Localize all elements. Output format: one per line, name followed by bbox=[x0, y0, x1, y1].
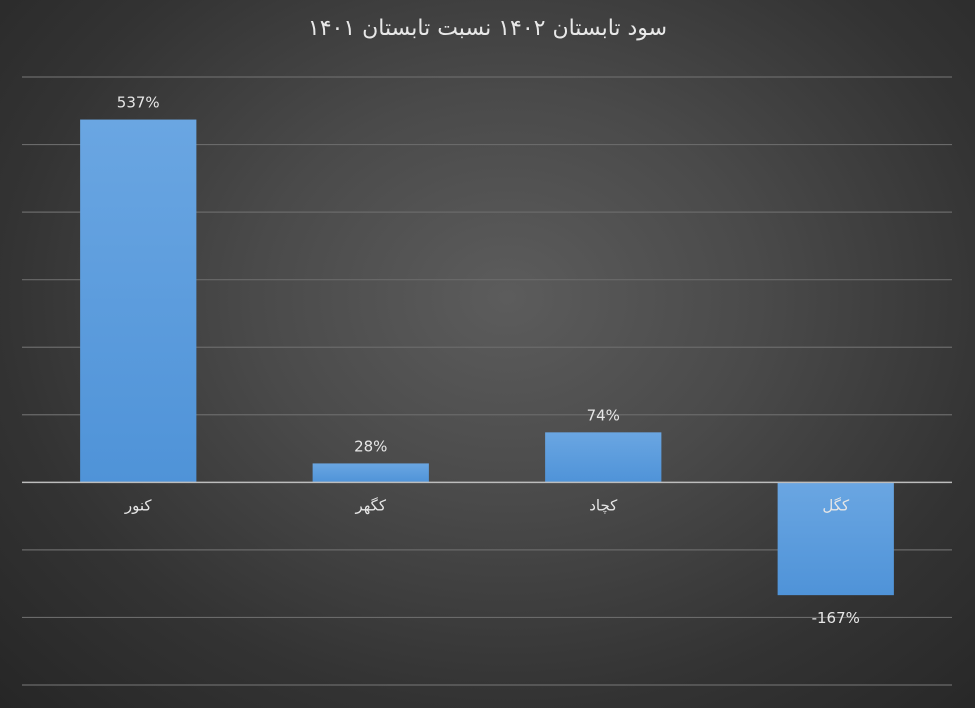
bar-4 bbox=[777, 482, 894, 596]
data-label-2: 28% bbox=[354, 437, 387, 455]
category-label-3: کچاد bbox=[589, 496, 618, 514]
bars bbox=[80, 119, 894, 596]
chart-title: سود تابستان ۱۴۰۲ نسبت تابستان ۱۴۰۱ bbox=[307, 16, 668, 41]
category-label-2: کگهر bbox=[354, 496, 386, 514]
bar-3 bbox=[545, 432, 662, 483]
category-label-1: کنور bbox=[124, 496, 153, 514]
data-label-3: 74% bbox=[587, 406, 620, 424]
data-label-1: 537% bbox=[117, 94, 160, 112]
bar-1 bbox=[80, 119, 197, 483]
category-label-4: کگل bbox=[822, 496, 850, 514]
bar-2 bbox=[312, 463, 429, 483]
data-label-4: -167% bbox=[812, 609, 860, 627]
labels: 537% کنور 28% کگهر 74% کچاد -167% کگل bbox=[117, 94, 860, 628]
